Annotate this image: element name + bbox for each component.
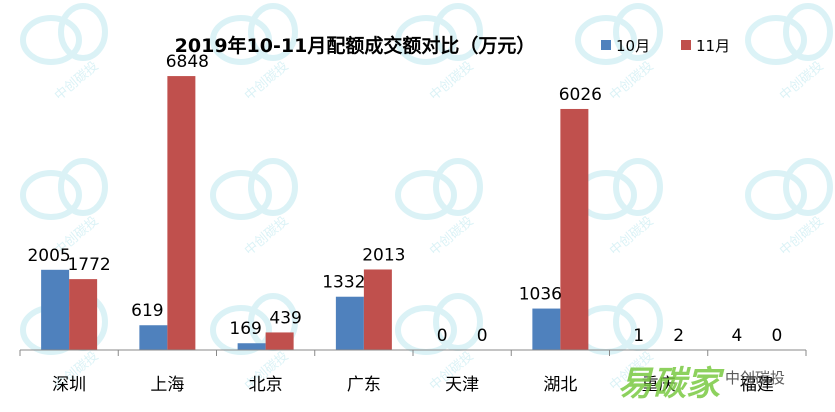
data-label: 1332: [322, 273, 365, 293]
data-label: 1772: [67, 255, 110, 275]
brand-watermark-text: 易碳家: [618, 364, 725, 404]
watermark-logo-text: 中创碳投: [776, 213, 826, 259]
bar: [167, 76, 196, 350]
bar: [335, 296, 364, 350]
legend: 10月 11月: [601, 37, 730, 55]
category-label: 北京: [249, 375, 283, 395]
watermark-logo: 中创碳投: [745, 3, 833, 104]
legend-label-11月: 11月: [696, 37, 730, 55]
watermark-logo-text: 中创碳投: [606, 213, 656, 259]
data-label: 2005: [27, 246, 70, 266]
legend-label-10月: 10月: [616, 37, 650, 55]
legend-swatch-11月: [681, 40, 691, 50]
data-label: 2013: [362, 245, 405, 265]
legend-swatch-10月: [601, 40, 611, 50]
category-label: 湖北: [543, 375, 577, 395]
watermark-logo-text: 中创碳投: [426, 58, 476, 104]
watermark-logo-text: 中创碳投: [241, 213, 291, 259]
data-label: 619: [131, 301, 163, 321]
data-label: 0: [771, 326, 782, 346]
watermark-logo: 中创碳投: [745, 158, 833, 259]
data-label: 4: [731, 326, 742, 346]
data-label: 439: [269, 308, 301, 328]
category-label: 深圳: [52, 375, 86, 395]
data-label: 1036: [519, 285, 562, 305]
category-label: 广东: [347, 375, 381, 395]
category-label: 上海: [150, 375, 184, 395]
bar: [560, 108, 589, 351]
watermark-logo: 中创碳投: [395, 158, 483, 259]
category-label: 天津: [445, 375, 479, 395]
brand-watermark: 易碳家 中创碳投: [618, 364, 785, 404]
bar: [237, 343, 266, 350]
data-label: 6026: [559, 85, 602, 105]
x-axis-ticks: [19, 350, 807, 356]
watermark-logo-text: 中创碳投: [51, 58, 101, 104]
data-label: 0: [437, 326, 448, 346]
watermark-logo-text: 中创碳投: [426, 213, 476, 259]
data-label: 1: [633, 326, 644, 346]
bar: [265, 332, 294, 350]
watermark-logo-text: 中创碳投: [606, 58, 656, 104]
bar: [363, 269, 392, 350]
brand-watermark-subtext: 中创碳投: [725, 369, 785, 387]
data-label: 0: [477, 326, 488, 346]
category-label: 福建: [740, 375, 774, 395]
bar: [41, 269, 70, 350]
category-label: 重庆: [642, 375, 676, 395]
data-label: 2: [673, 326, 684, 346]
bars: [41, 76, 757, 351]
watermark-logo: 中创碳投: [575, 158, 663, 259]
category-labels: 深圳 上海 北京 广东 天津 湖北 重庆 福建: [52, 375, 774, 395]
bar: [139, 325, 168, 350]
watermark-logo-text: 中创碳投: [241, 58, 291, 104]
watermark-logo-text: 中创碳投: [776, 58, 826, 104]
bar: [532, 308, 561, 350]
watermark-logo: 中创碳投: [20, 158, 108, 259]
data-label: 6848: [166, 52, 209, 72]
data-label: 169: [229, 319, 261, 339]
chart-title: 2019年10-11月配额成交额对比（万元）: [175, 34, 536, 57]
bar: [69, 279, 98, 350]
watermark-logo: 中创碳投: [20, 3, 108, 104]
watermark-logo: 中创碳投: [210, 158, 298, 259]
